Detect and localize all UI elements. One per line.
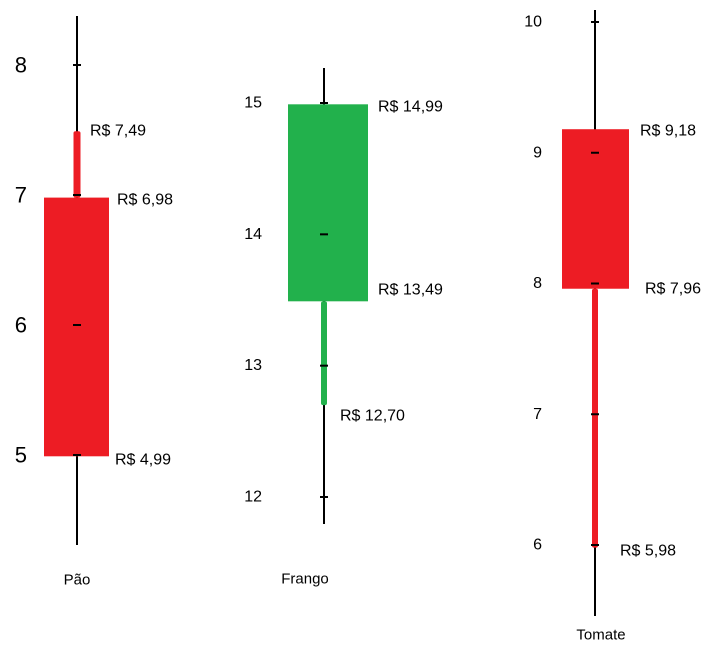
frango-lower-wick <box>321 301 327 406</box>
frango-open-label: R$ 13,49 <box>378 282 443 299</box>
pao-tick-label: 6 <box>15 313 27 338</box>
frango-category-label: Frango <box>281 571 329 588</box>
tomate-category-label: Tomate <box>576 627 625 644</box>
tomate-open-label: R$ 9,18 <box>640 123 696 140</box>
pao-high-label: R$ 7,49 <box>90 123 146 140</box>
pao-tick-label: 8 <box>15 53 27 78</box>
pao-close-label: R$ 4,99 <box>115 452 171 469</box>
pao-upper-wick <box>73 131 81 198</box>
frango-low-label: R$ 12,70 <box>340 408 405 425</box>
frango-tick-label: 12 <box>244 489 262 506</box>
pao-category-label: Pão <box>64 572 91 589</box>
frango-tick-label: 13 <box>244 357 262 374</box>
pao-tick-label: 7 <box>15 183 27 208</box>
tomate-close-label: R$ 7,96 <box>645 281 701 298</box>
tomate-tick-label: 10 <box>524 14 542 31</box>
pao-candle-body <box>44 197 109 457</box>
tomate-lower-wick <box>592 288 598 548</box>
tomate-tick-label: 7 <box>533 406 542 423</box>
tomate-tick-label: 9 <box>533 144 542 161</box>
tomate-low-label: R$ 5,98 <box>620 543 676 560</box>
tomate-candle-body <box>562 129 629 289</box>
frango-close-label: R$ 14,99 <box>378 99 443 116</box>
tomate-tick-label: 8 <box>533 275 542 292</box>
frango-candle-body <box>288 104 368 302</box>
tomate-tick-label: 6 <box>533 537 542 554</box>
pao-tick-label: 5 <box>15 443 27 468</box>
frango-tick-label: 14 <box>244 226 262 243</box>
pao-open-label: R$ 6,98 <box>117 192 173 209</box>
frango-tick-label: 15 <box>244 95 262 112</box>
